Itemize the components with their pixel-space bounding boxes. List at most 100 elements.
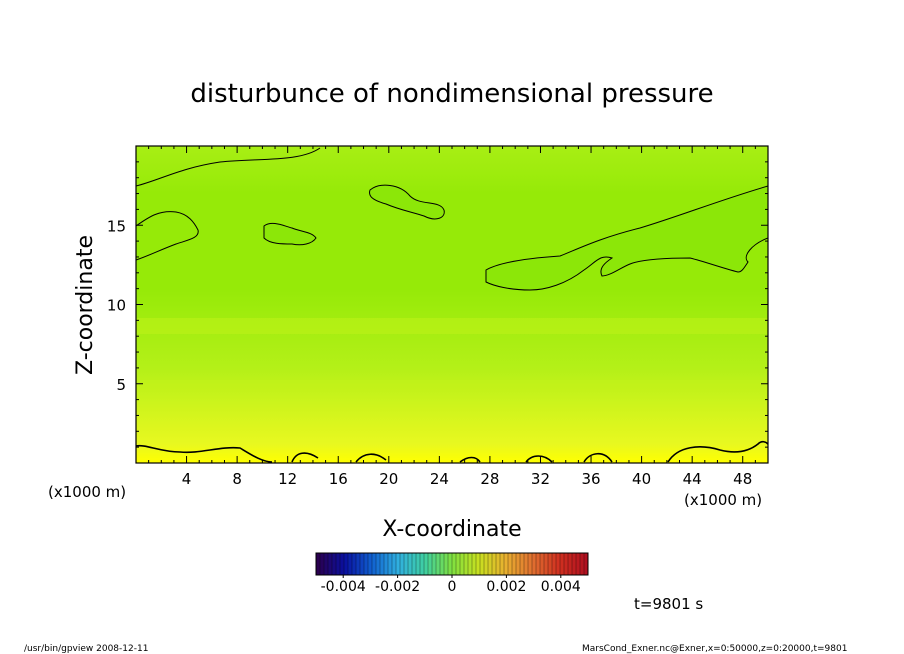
x-tick-label: 36 bbox=[581, 470, 600, 488]
contour-line bbox=[136, 211, 199, 261]
colorbar-cell bbox=[480, 553, 485, 575]
colorbar-cell bbox=[328, 553, 333, 575]
colorbar-cell bbox=[524, 553, 529, 575]
x-unit-left: (x1000 m) bbox=[48, 483, 126, 501]
colorbar-cell bbox=[516, 553, 521, 575]
colorbar-cell bbox=[476, 553, 481, 575]
colorbar: -0.004 -0.002 0 0.002 0.004 bbox=[315, 552, 589, 595]
colorbar-cell bbox=[368, 553, 373, 575]
colorbar-cell bbox=[556, 553, 561, 575]
contour-line bbox=[485, 185, 768, 291]
colorbar-cell bbox=[392, 553, 397, 575]
x-tick-label: 32 bbox=[531, 470, 550, 488]
x-tick-label: 24 bbox=[430, 470, 449, 488]
colorbar-cell bbox=[488, 553, 493, 575]
x-tick-label: 16 bbox=[329, 470, 348, 488]
y-ticks: 5 10 15 bbox=[107, 161, 768, 448]
colorbar-cell bbox=[428, 553, 433, 575]
colorbar-cell bbox=[436, 553, 441, 575]
colorbar-cell bbox=[380, 553, 385, 575]
colorbar-cell bbox=[552, 553, 557, 575]
colorbar-cell bbox=[528, 553, 533, 575]
colorbar-cell bbox=[352, 553, 357, 575]
colorbar-cell bbox=[404, 553, 409, 575]
colorbar-cell bbox=[384, 553, 389, 575]
contour-line bbox=[369, 184, 445, 220]
colorbar-cell bbox=[340, 553, 345, 575]
colorbar-cell bbox=[332, 553, 337, 575]
colorbar-cell bbox=[432, 553, 437, 575]
colorbar-cell bbox=[468, 553, 473, 575]
footer-right: MarsCond_Exner.nc@Exner,x=0:50000,z=0:20… bbox=[582, 644, 847, 654]
colorbar-cell bbox=[348, 553, 353, 575]
colorbar-cell bbox=[316, 553, 321, 575]
colorbar-cell bbox=[464, 553, 469, 575]
y-tick-label: 15 bbox=[107, 217, 126, 235]
colorbar-cell bbox=[456, 553, 461, 575]
colorbar-cell bbox=[344, 553, 349, 575]
colorbar-cell bbox=[512, 553, 517, 575]
colorbar-cell bbox=[492, 553, 497, 575]
colorbar-cell bbox=[580, 553, 585, 575]
colorbar-cell bbox=[544, 553, 549, 575]
x-axis-label: X-coordinate bbox=[382, 517, 521, 542]
contour-line bbox=[136, 440, 768, 463]
chart-title: disturbunce of nondimensional pressure bbox=[190, 79, 713, 109]
colorbar-cell bbox=[452, 553, 457, 575]
footer-left: /usr/bin/gpview 2008-12-11 bbox=[24, 644, 148, 654]
contour-line bbox=[263, 222, 317, 246]
colorbar-cell bbox=[500, 553, 505, 575]
contour-lines bbox=[136, 147, 768, 463]
colorbar-cell bbox=[536, 553, 541, 575]
colorbar-tick-label: 0.002 bbox=[486, 579, 526, 595]
y-axis-label: Z-coordinate bbox=[73, 235, 98, 375]
colorbar-cell bbox=[336, 553, 341, 575]
time-label: t=9801 s bbox=[634, 595, 703, 613]
colorbar-cell bbox=[548, 553, 553, 575]
colorbar-cell bbox=[416, 553, 421, 575]
colorbar-tick-label: 0.004 bbox=[541, 579, 581, 595]
x-tick-label: 4 bbox=[182, 470, 192, 488]
contour-region bbox=[264, 223, 316, 245]
colorbar-cell bbox=[532, 553, 537, 575]
colorbar-cell bbox=[440, 553, 445, 575]
colorbar-cell bbox=[376, 553, 381, 575]
colorbar-cell bbox=[484, 553, 489, 575]
colorbar-cell bbox=[584, 553, 589, 575]
x-tick-label: 28 bbox=[480, 470, 499, 488]
colorbar-tick-label: -0.002 bbox=[375, 579, 420, 595]
x-tick-label: 40 bbox=[632, 470, 651, 488]
colorbar-cell bbox=[576, 553, 581, 575]
colorbar-cell bbox=[356, 553, 361, 575]
colorbar-tick-label: -0.004 bbox=[321, 579, 366, 595]
colorbar-cell bbox=[372, 553, 377, 575]
colorbar-cell bbox=[412, 553, 417, 575]
y-tick-label: 5 bbox=[116, 376, 126, 394]
colorbar-cell bbox=[444, 553, 449, 575]
colorbar-cell bbox=[360, 553, 365, 575]
x-tick-label: 8 bbox=[232, 470, 242, 488]
x-ticks: 4 8 12 16 20 24 28 32 36 40 44 48 bbox=[148, 146, 756, 488]
colorbar-cell bbox=[388, 553, 393, 575]
colorbar-cell bbox=[560, 553, 565, 575]
x-tick-label: 48 bbox=[733, 470, 752, 488]
field-patches bbox=[136, 185, 768, 392]
x-tick-label: 12 bbox=[278, 470, 297, 488]
x-tick-label: 44 bbox=[683, 470, 702, 488]
field-band bbox=[136, 318, 768, 334]
colorbar-cell bbox=[396, 553, 401, 575]
colorbar-cell bbox=[448, 553, 453, 575]
colorbar-cell bbox=[504, 553, 509, 575]
colorbar-cell bbox=[364, 553, 369, 575]
colorbar-cell bbox=[424, 553, 429, 575]
colorbar-cell bbox=[472, 553, 477, 575]
colorbar-cell bbox=[540, 553, 545, 575]
colorbar-cell bbox=[572, 553, 577, 575]
colorbar-cell bbox=[520, 553, 525, 575]
colorbar-cell bbox=[496, 553, 501, 575]
field-background bbox=[136, 146, 768, 463]
colorbar-cell bbox=[460, 553, 465, 575]
colorbar-tick-label: 0 bbox=[448, 579, 457, 595]
